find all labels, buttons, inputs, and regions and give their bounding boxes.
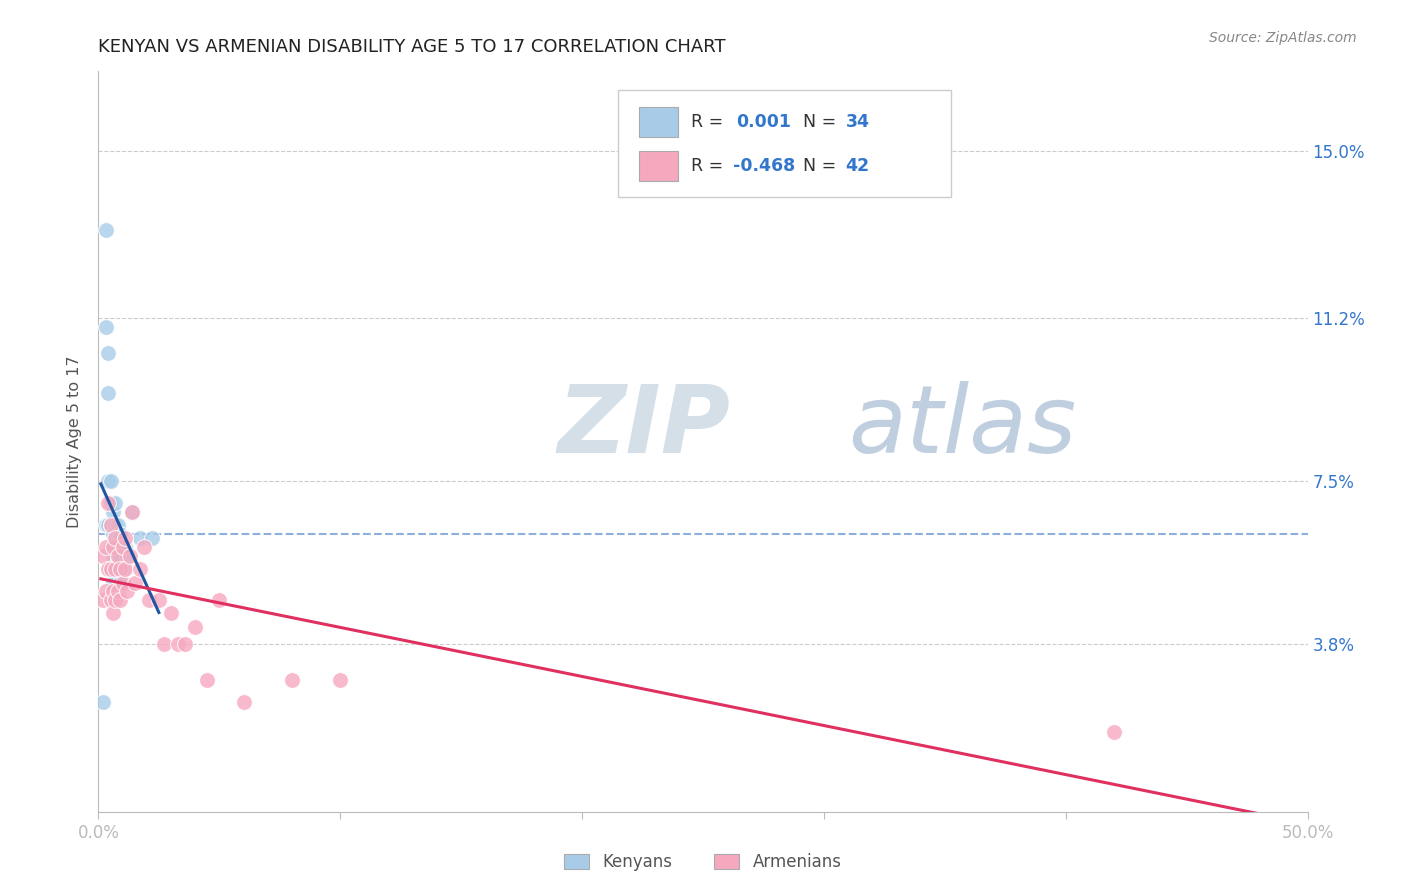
Text: R =: R = bbox=[690, 156, 728, 175]
Point bbox=[141, 532, 163, 546]
Point bbox=[117, 584, 139, 599]
Point bbox=[111, 541, 134, 555]
Point bbox=[128, 562, 150, 576]
Point bbox=[118, 549, 141, 563]
Point bbox=[100, 496, 122, 510]
Text: N =: N = bbox=[803, 112, 842, 130]
Point bbox=[94, 320, 117, 334]
Point bbox=[281, 673, 304, 687]
Point bbox=[138, 593, 160, 607]
Text: -0.468: -0.468 bbox=[734, 156, 796, 175]
Point bbox=[91, 694, 114, 708]
Point bbox=[104, 562, 127, 576]
FancyBboxPatch shape bbox=[638, 106, 678, 136]
Point bbox=[104, 532, 127, 546]
Text: 0.001: 0.001 bbox=[735, 112, 790, 130]
Point bbox=[94, 518, 117, 533]
Point bbox=[94, 541, 117, 555]
Point bbox=[121, 505, 143, 519]
Text: 34: 34 bbox=[845, 112, 870, 130]
Point bbox=[117, 549, 139, 563]
Point bbox=[111, 562, 134, 576]
Point bbox=[174, 637, 197, 651]
Point bbox=[104, 496, 127, 510]
Point bbox=[1102, 725, 1125, 739]
Text: N =: N = bbox=[803, 156, 842, 175]
Text: Source: ZipAtlas.com: Source: ZipAtlas.com bbox=[1209, 31, 1357, 45]
Text: atlas: atlas bbox=[848, 381, 1077, 472]
Point bbox=[160, 607, 183, 621]
Point bbox=[101, 541, 124, 555]
Point bbox=[101, 549, 124, 563]
Point bbox=[124, 575, 146, 590]
Point bbox=[114, 562, 136, 576]
Point bbox=[114, 541, 136, 555]
FancyBboxPatch shape bbox=[619, 90, 950, 197]
Point bbox=[148, 593, 170, 607]
Text: R =: R = bbox=[690, 112, 728, 130]
Point bbox=[104, 518, 127, 533]
Point bbox=[208, 593, 231, 607]
Point bbox=[100, 541, 122, 555]
Point bbox=[91, 549, 114, 563]
Point bbox=[107, 584, 129, 599]
Point bbox=[329, 673, 352, 687]
Point bbox=[107, 541, 129, 555]
Point bbox=[97, 518, 120, 533]
Point bbox=[104, 593, 127, 607]
Point bbox=[97, 386, 120, 401]
Text: ZIP: ZIP bbox=[558, 381, 731, 473]
Point bbox=[114, 532, 136, 546]
Point bbox=[101, 584, 124, 599]
Text: KENYAN VS ARMENIAN DISABILITY AGE 5 TO 17 CORRELATION CHART: KENYAN VS ARMENIAN DISABILITY AGE 5 TO 1… bbox=[98, 38, 725, 56]
Point bbox=[152, 637, 174, 651]
Point bbox=[104, 541, 127, 555]
Point bbox=[94, 584, 117, 599]
Point bbox=[121, 505, 143, 519]
Point bbox=[101, 505, 124, 519]
Y-axis label: Disability Age 5 to 17: Disability Age 5 to 17 bbox=[67, 355, 83, 528]
Point bbox=[108, 549, 131, 563]
Point bbox=[101, 527, 124, 541]
Point bbox=[195, 673, 218, 687]
Point bbox=[167, 637, 190, 651]
Point bbox=[97, 346, 120, 360]
Point bbox=[111, 541, 134, 555]
Point bbox=[108, 593, 131, 607]
Point bbox=[97, 562, 120, 576]
Point bbox=[107, 549, 129, 563]
Text: 42: 42 bbox=[845, 156, 870, 175]
Point bbox=[107, 562, 129, 576]
Point bbox=[91, 593, 114, 607]
Point bbox=[100, 518, 122, 533]
Point bbox=[128, 532, 150, 546]
Point bbox=[134, 541, 156, 555]
Point bbox=[104, 562, 127, 576]
Point bbox=[107, 518, 129, 533]
Point bbox=[100, 562, 122, 576]
Point bbox=[108, 562, 131, 576]
Point bbox=[184, 619, 207, 633]
Point bbox=[108, 575, 131, 590]
Point bbox=[97, 474, 120, 488]
Point bbox=[101, 607, 124, 621]
Point bbox=[94, 223, 117, 237]
Legend: Kenyans, Armenians: Kenyans, Armenians bbox=[558, 847, 848, 878]
Point bbox=[100, 562, 122, 576]
Point bbox=[232, 694, 254, 708]
Point bbox=[111, 575, 134, 590]
Point bbox=[101, 575, 124, 590]
Point bbox=[100, 593, 122, 607]
Point bbox=[108, 527, 131, 541]
FancyBboxPatch shape bbox=[638, 151, 678, 180]
Point bbox=[97, 496, 120, 510]
Point bbox=[100, 474, 122, 488]
Point bbox=[100, 518, 122, 533]
